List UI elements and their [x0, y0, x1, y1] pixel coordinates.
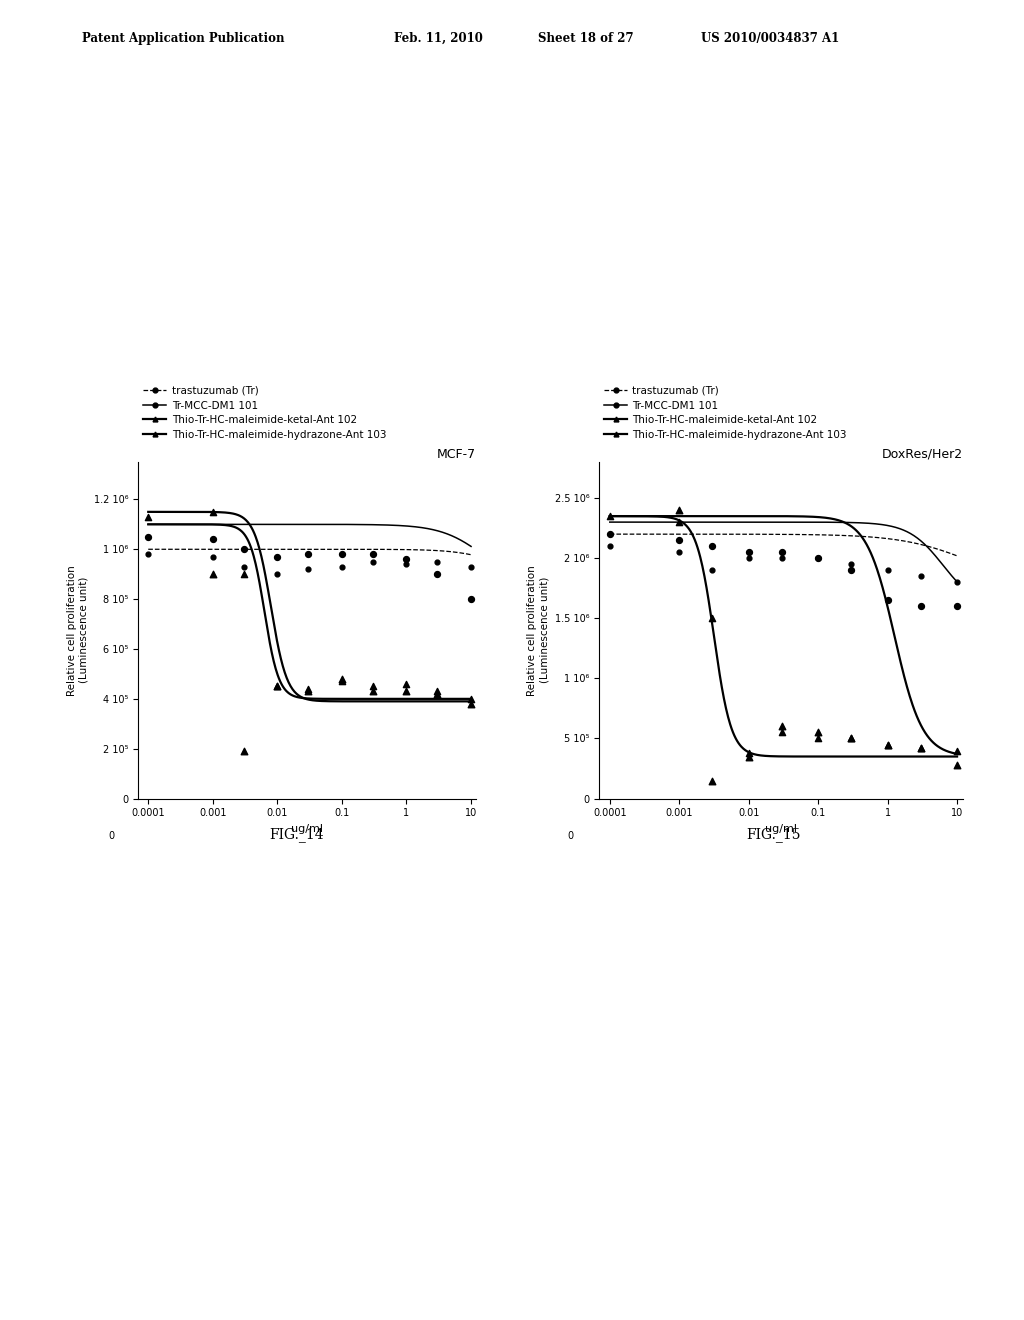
Point	[740, 548, 757, 569]
Point	[334, 556, 350, 577]
Point	[774, 722, 791, 743]
Point	[880, 590, 896, 611]
Point	[774, 548, 791, 569]
Point	[810, 548, 826, 569]
Point	[398, 549, 415, 570]
Point	[912, 595, 929, 616]
Point	[236, 556, 252, 577]
X-axis label: ug/ml: ug/ml	[765, 824, 797, 834]
Point	[912, 738, 929, 759]
Point	[843, 727, 859, 748]
Point	[429, 552, 445, 573]
Point	[671, 541, 687, 562]
Legend: trastuzumab (Tr), Tr-MCC-DM1 101, Thio-Tr-HC-maleimide-ketal-Ant 102, Thio-Tr-HC: trastuzumab (Tr), Tr-MCC-DM1 101, Thio-T…	[604, 385, 847, 440]
Point	[949, 755, 966, 776]
Y-axis label: Relative cell proliferation
(Luminescence unit): Relative cell proliferation (Luminescenc…	[527, 565, 549, 696]
Point	[705, 607, 721, 628]
Y-axis label: Relative cell proliferation
(Luminescence unit): Relative cell proliferation (Luminescenc…	[67, 565, 88, 696]
Text: 0: 0	[567, 832, 573, 841]
Point	[398, 673, 415, 694]
Point	[140, 527, 157, 548]
Text: Patent Application Publication: Patent Application Publication	[82, 32, 285, 45]
Point	[740, 746, 757, 767]
Text: Sheet 18 of 27: Sheet 18 of 27	[538, 32, 633, 45]
Text: FIG._15: FIG._15	[745, 828, 801, 842]
Point	[463, 556, 479, 577]
Point	[236, 539, 252, 560]
Point	[205, 546, 221, 568]
Point	[429, 564, 445, 585]
Point	[602, 506, 618, 527]
Point	[236, 564, 252, 585]
Point	[949, 595, 966, 616]
Point	[365, 681, 381, 702]
Point	[365, 544, 381, 565]
Point	[300, 544, 316, 565]
Point	[774, 541, 791, 562]
Point	[269, 676, 286, 697]
Point	[205, 502, 221, 523]
Point	[880, 560, 896, 581]
Point	[334, 668, 350, 689]
Point	[140, 544, 157, 565]
Point	[205, 564, 221, 585]
Point	[365, 552, 381, 573]
Point	[463, 688, 479, 709]
Point	[912, 738, 929, 759]
Point	[740, 541, 757, 562]
Point	[463, 589, 479, 610]
Text: MCF-7: MCF-7	[437, 447, 476, 461]
Point	[705, 770, 721, 791]
Point	[334, 671, 350, 692]
Point	[300, 558, 316, 579]
Point	[949, 572, 966, 593]
Legend: trastuzumab (Tr), Tr-MCC-DM1 101, Thio-Tr-HC-maleimide-ketal-Ant 102, Thio-Tr-HC: trastuzumab (Tr), Tr-MCC-DM1 101, Thio-T…	[143, 385, 386, 440]
Point	[949, 741, 966, 762]
Point	[602, 536, 618, 557]
X-axis label: ug/ml: ug/ml	[291, 824, 324, 834]
Point	[671, 512, 687, 533]
Point	[205, 529, 221, 550]
Point	[300, 678, 316, 700]
Text: FIG._14: FIG._14	[269, 828, 325, 842]
Point	[269, 564, 286, 585]
Point	[880, 734, 896, 755]
Point	[671, 499, 687, 520]
Text: Feb. 11, 2010: Feb. 11, 2010	[394, 32, 483, 45]
Point	[429, 684, 445, 705]
Text: 0: 0	[109, 832, 115, 841]
Text: US 2010/0034837 A1: US 2010/0034837 A1	[701, 32, 840, 45]
Point	[300, 681, 316, 702]
Point	[269, 546, 286, 568]
Point	[602, 524, 618, 545]
Point	[880, 734, 896, 755]
Point	[843, 553, 859, 574]
Point	[269, 676, 286, 697]
Point	[740, 742, 757, 763]
Point	[705, 560, 721, 581]
Point	[429, 681, 445, 702]
Point	[365, 676, 381, 697]
Point	[236, 741, 252, 762]
Point	[843, 727, 859, 748]
Point	[774, 715, 791, 737]
Point	[334, 544, 350, 565]
Point	[140, 507, 157, 528]
Text: DoxRes/Her2: DoxRes/Her2	[882, 447, 963, 461]
Point	[398, 681, 415, 702]
Point	[843, 560, 859, 581]
Point	[810, 727, 826, 748]
Point	[398, 553, 415, 574]
Point	[810, 548, 826, 569]
Point	[463, 693, 479, 714]
Point	[912, 566, 929, 587]
Point	[671, 529, 687, 550]
Point	[810, 722, 826, 743]
Point	[705, 536, 721, 557]
